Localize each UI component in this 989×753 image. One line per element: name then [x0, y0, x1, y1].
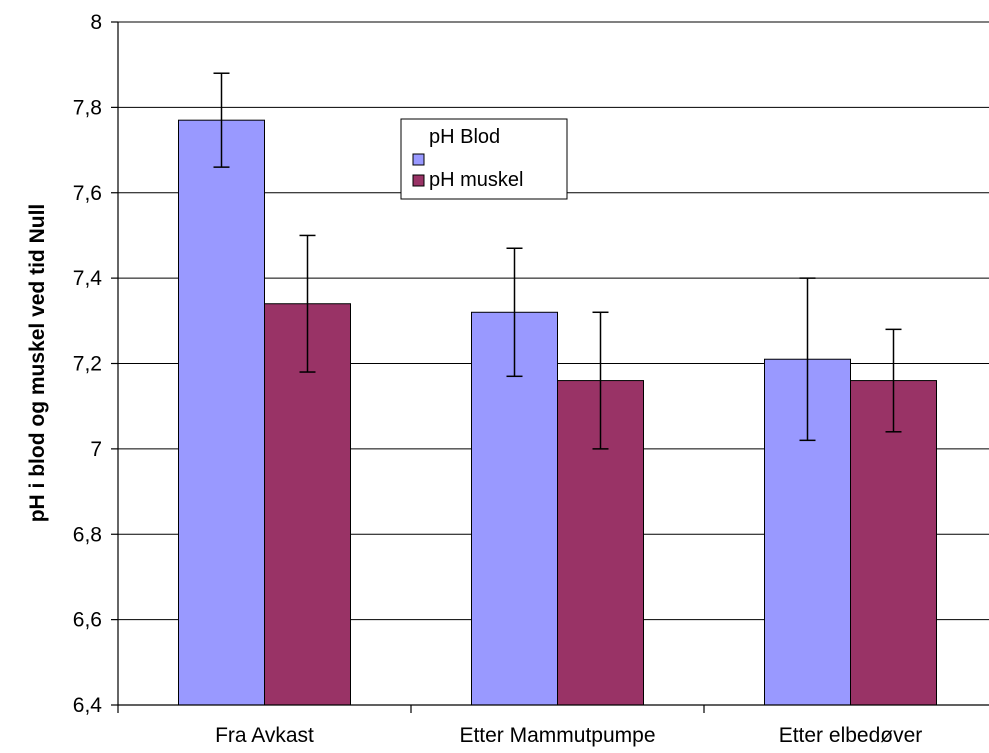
x-tick-label: Etter Mammutpumpe: [459, 724, 655, 747]
x-tick-label: Fra Avkast: [215, 724, 314, 747]
error-bars: [213, 72, 902, 450]
y-tick-label: 7,4: [73, 267, 103, 290]
x-ticks: Fra Avkast Etter Mammutpumpe Etter elbedøv…: [117, 705, 923, 747]
y-tick-label: 7: [90, 438, 102, 461]
legend: pH Blod pH muskel: [400, 118, 568, 200]
y-tick-label: 8: [90, 11, 102, 34]
y-tick-label: 7,2: [73, 353, 102, 376]
y-tick-label: 7,6: [73, 182, 102, 205]
bar-ph-blod-0: [178, 119, 265, 706]
y-tick-label: 6,8: [73, 523, 102, 546]
legend-swatch-ph-blod: [412, 153, 425, 166]
bar-ph-muskel-2: [850, 380, 937, 706]
y-ticks: 6,4 6,6 6,8 7 7,2 7,4 7,6 7,8 8: [73, 11, 118, 717]
y-tick-label: 6,4: [73, 694, 103, 717]
bar-ph-blod-1: [471, 311, 558, 706]
legend-swatch-ph-muskel: [412, 174, 425, 187]
y-tick-label: 6,6: [73, 609, 102, 632]
legend-box: [400, 118, 568, 200]
y-tick-label: 7,8: [73, 96, 102, 119]
bars: [178, 119, 937, 706]
x-tick-label: Etter elbedøver: [779, 724, 923, 747]
legend-label-ph-blod: pH Blod: [429, 126, 500, 148]
legend-label-ph-muskel: pH muskel: [429, 169, 523, 191]
y-axis-label: pH i blod og muskel ved tid Null: [26, 204, 49, 523]
